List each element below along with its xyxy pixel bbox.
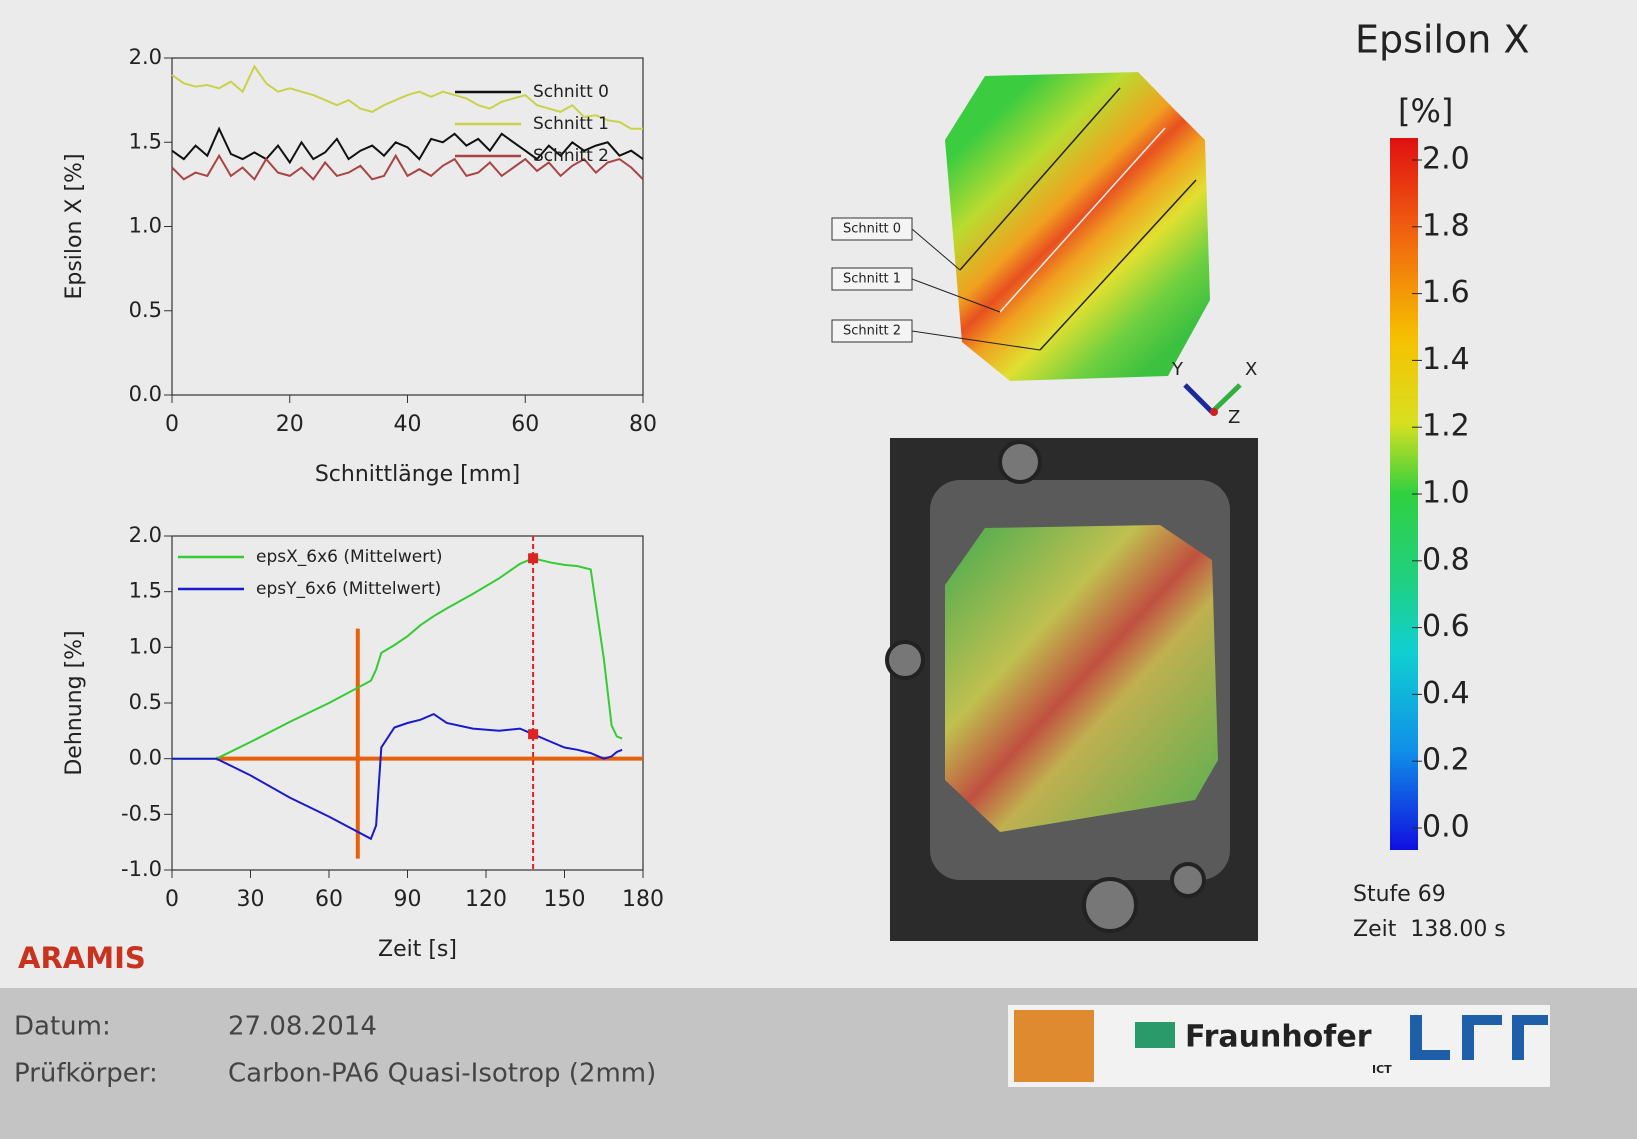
logo-bar bbox=[1410, 1015, 1422, 1060]
series-line bbox=[171, 126, 644, 165]
x-tick-label: 90 bbox=[394, 887, 422, 912]
legend-label: Schnitt 0 bbox=[533, 82, 609, 102]
axis-arrow bbox=[1183, 383, 1214, 414]
label-box bbox=[831, 319, 913, 343]
legend-label: epsX_6x6 (Mittelwert) bbox=[256, 547, 443, 567]
axis-arrow bbox=[1210, 383, 1242, 414]
x-tick-label: 0 bbox=[165, 412, 179, 437]
specimen-label: Prüfkörper: bbox=[14, 1059, 158, 1089]
date-label: Datum: bbox=[14, 1012, 111, 1042]
camera-image bbox=[885, 438, 1258, 941]
x-axis-label: Zeit [s] bbox=[378, 937, 457, 962]
y-tick-label: 0.0 bbox=[129, 382, 162, 406]
specimen bbox=[945, 525, 1218, 832]
y-tick-label: 2.0 bbox=[129, 523, 162, 547]
colorbar-tick-label: 0.0 bbox=[1422, 810, 1470, 845]
cut-label: Schnitt 2 bbox=[843, 324, 901, 339]
bolt bbox=[885, 640, 925, 680]
series-line bbox=[171, 153, 644, 181]
colorbar-tick-label: 2.0 bbox=[1422, 142, 1470, 177]
logo-strip bbox=[1008, 1005, 1550, 1087]
x-tick-label: 30 bbox=[237, 887, 265, 912]
brand: ARAMIS bbox=[18, 941, 146, 975]
y-tick-label: 2.0 bbox=[129, 45, 162, 69]
plot-frame bbox=[171, 57, 644, 396]
colorbar-tick-label: 0.8 bbox=[1422, 542, 1470, 577]
axis-label: Z bbox=[1228, 407, 1240, 428]
connector bbox=[911, 228, 961, 271]
cut-label: Schnitt 0 bbox=[843, 222, 901, 237]
y-tick-label: 0.5 bbox=[129, 298, 162, 322]
y-tick-label: 1.5 bbox=[129, 579, 162, 603]
y-tick-label: 1.0 bbox=[129, 214, 162, 238]
colorbar-title: Epsilon X bbox=[1355, 18, 1530, 62]
x-tick-label: 20 bbox=[276, 412, 304, 437]
x-tick-label: 150 bbox=[544, 887, 586, 912]
stage: Stufe 69 bbox=[1353, 882, 1446, 907]
x-tick-label: 80 bbox=[629, 412, 657, 437]
fraunhofer-logo: Fraunhofer bbox=[1185, 1020, 1372, 1055]
series-line bbox=[172, 557, 623, 760]
specimen: Carbon-PA6 Quasi-Isotrop (2mm) bbox=[228, 1059, 656, 1089]
ict-logo: ICT bbox=[1372, 1063, 1392, 1076]
legend-label: Schnitt 2 bbox=[533, 146, 609, 166]
y-tick-label: 0.0 bbox=[129, 746, 162, 770]
y-tick-label: 1.5 bbox=[129, 129, 162, 153]
series-line bbox=[171, 64, 643, 130]
kit-logo bbox=[1014, 1010, 1094, 1082]
cut-label: Schnitt 1 bbox=[843, 272, 901, 287]
y-axis-label: Dehnung [%] bbox=[62, 630, 87, 775]
x-tick-label: 60 bbox=[315, 887, 343, 912]
bolt bbox=[1170, 862, 1206, 898]
logo-bar bbox=[1512, 1015, 1548, 1025]
x-axis-label: Schnittlänge [mm] bbox=[315, 462, 520, 487]
colorbar-tick-label: 0.6 bbox=[1422, 609, 1470, 644]
axis-label: X bbox=[1245, 359, 1257, 380]
colorbar-tick-label: 1.8 bbox=[1422, 208, 1470, 243]
cut-line bbox=[999, 127, 1166, 313]
cursor-marker bbox=[528, 729, 539, 740]
y-tick-label: 0.5 bbox=[129, 690, 162, 714]
x-tick-label: 60 bbox=[511, 412, 539, 437]
colorbar-tick-label: 0.4 bbox=[1422, 676, 1470, 711]
x-tick-label: 120 bbox=[465, 887, 507, 912]
x-tick-label: 0 bbox=[165, 887, 179, 912]
bolt bbox=[998, 440, 1042, 484]
fraunhofer-mark bbox=[1135, 1022, 1175, 1048]
connector bbox=[911, 330, 1041, 351]
colorbar-tick-label: 0.2 bbox=[1422, 743, 1470, 778]
strain-map: Schnitt 0 Schnitt 1 Schnitt 2 Y X Z bbox=[831, 72, 1257, 428]
date: 27.08.2014 bbox=[228, 1012, 377, 1042]
axis-origin bbox=[1210, 408, 1218, 416]
connector bbox=[911, 278, 1001, 313]
label-box bbox=[831, 217, 913, 241]
cut-line bbox=[959, 87, 1121, 271]
axis-label: Y bbox=[1171, 359, 1184, 380]
colorbar-unit: [%] bbox=[1398, 92, 1453, 130]
y-tick-label: -1.0 bbox=[121, 857, 162, 881]
colorbar-tick-label: 1.6 bbox=[1422, 275, 1470, 310]
cursor-marker bbox=[528, 553, 539, 564]
lcf-logo bbox=[1410, 1015, 1548, 1060]
logo-bar bbox=[1462, 1015, 1474, 1060]
series-line bbox=[172, 712, 623, 841]
logo-bar bbox=[1512, 1015, 1524, 1060]
x-tick-label: 180 bbox=[622, 887, 664, 912]
logo-bar bbox=[1462, 1015, 1502, 1025]
colorbar-tick-label: 1.4 bbox=[1422, 342, 1470, 377]
logo-bar bbox=[1410, 1050, 1450, 1060]
x-tick-label: 40 bbox=[394, 412, 422, 437]
time: Zeit 138.00 s bbox=[1353, 917, 1506, 942]
y-tick-label: 1.0 bbox=[129, 634, 162, 658]
cut-line bbox=[1039, 179, 1197, 351]
legend-label: Schnitt 1 bbox=[533, 114, 609, 134]
colorbar-tick-label: 1.0 bbox=[1422, 476, 1470, 511]
y-axis-label: Epsilon X [%] bbox=[62, 153, 87, 299]
bolt bbox=[1082, 877, 1138, 933]
legend-label: epsY_6x6 (Mittelwert) bbox=[256, 579, 441, 599]
colorbar-tick-label: 1.2 bbox=[1422, 409, 1470, 444]
label-box bbox=[831, 267, 913, 291]
y-tick-label: -0.5 bbox=[121, 801, 162, 825]
